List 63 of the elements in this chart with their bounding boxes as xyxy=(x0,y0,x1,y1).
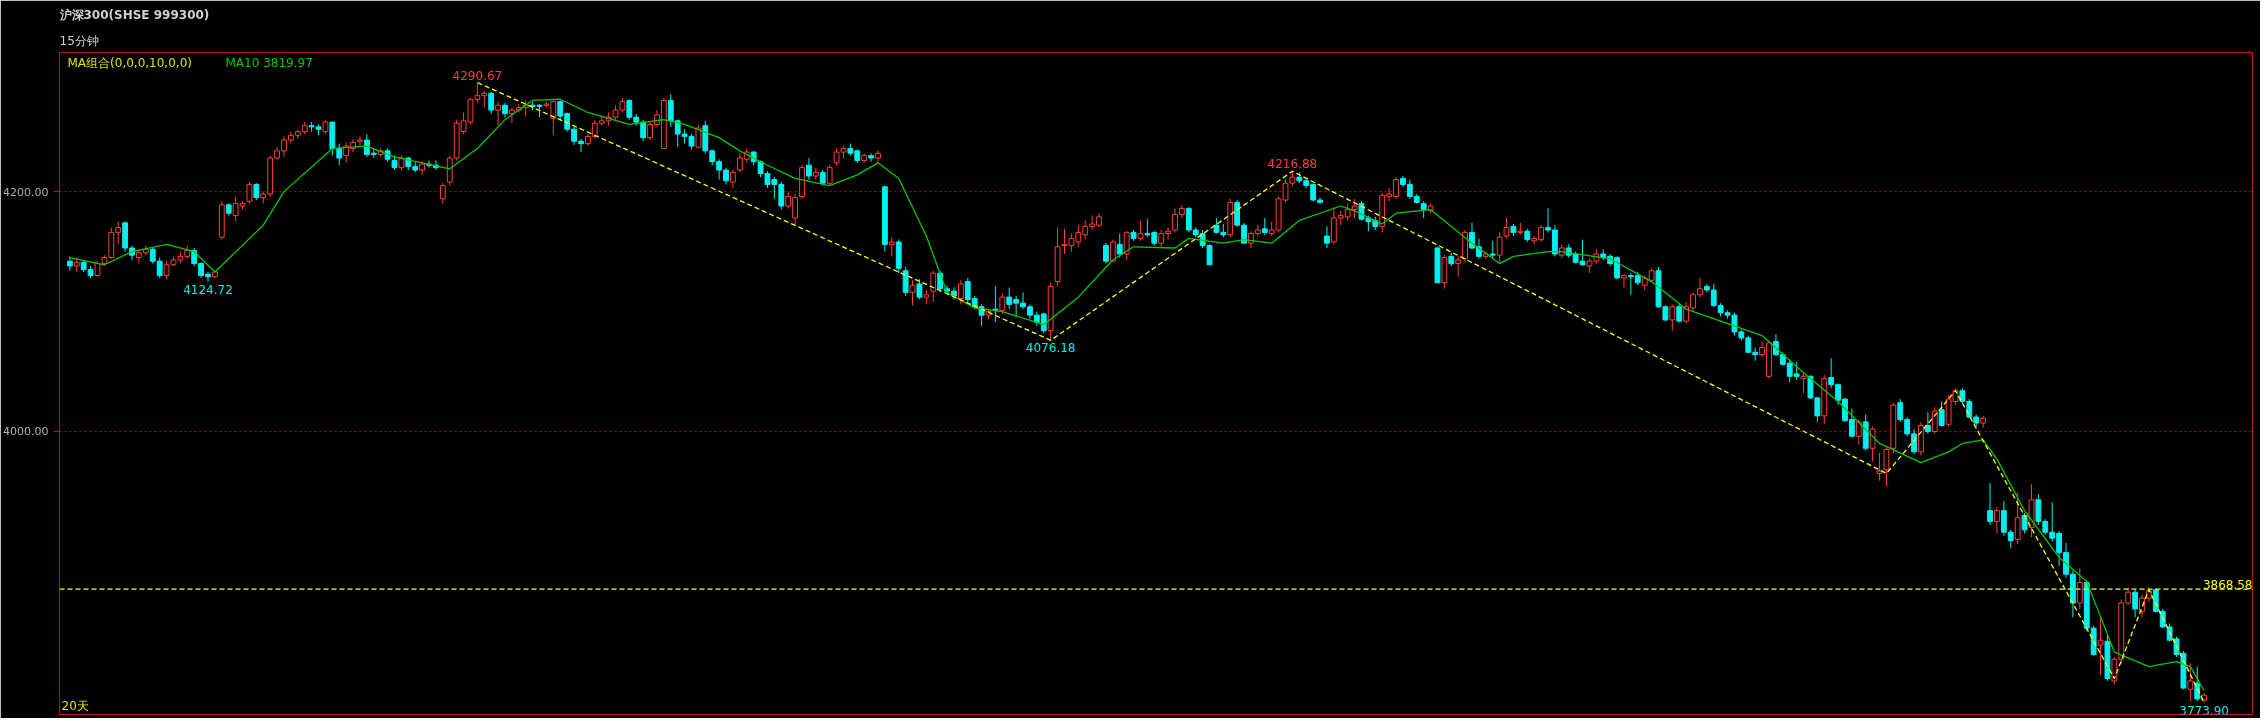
annotation: 20天 xyxy=(61,698,89,713)
candlestick xyxy=(909,279,916,307)
candlestick xyxy=(1869,426,1876,462)
candlestick xyxy=(1876,452,1883,482)
annotation: 3773.90 xyxy=(2179,703,2229,718)
candlestick xyxy=(2076,567,2083,610)
y-tick-label: 4000.00 xyxy=(3,425,49,439)
candlestick xyxy=(1137,219,1144,242)
candlestick xyxy=(2097,616,2104,676)
candlestick xyxy=(1980,415,1987,429)
candlestick xyxy=(1938,400,1945,428)
candlestick xyxy=(336,143,343,166)
candlestick xyxy=(488,91,495,115)
candlestick xyxy=(439,182,446,205)
y-tick-label: 4200.00 xyxy=(3,185,49,199)
candlestick xyxy=(916,278,923,301)
chart-title: 沪深300(SHSE 999300) xyxy=(58,7,210,22)
candlestick xyxy=(156,257,163,279)
candlestick xyxy=(1987,482,1993,526)
line-series xyxy=(69,98,2205,692)
candlestick xyxy=(495,101,502,127)
candlestick xyxy=(999,293,1006,315)
candlestick xyxy=(2194,666,2201,702)
ref-line-label: 3868.58 xyxy=(2202,578,2253,593)
candlestick xyxy=(1324,225,1330,249)
candlestick xyxy=(1669,303,1676,332)
candlestick xyxy=(1103,242,1109,265)
candlestick xyxy=(1351,198,1358,219)
candlestick xyxy=(1800,373,1807,394)
candlestick xyxy=(1883,446,1890,488)
candlestick xyxy=(930,270,937,303)
candlestick xyxy=(2021,512,2028,534)
candlestick xyxy=(826,164,833,187)
annotation: 4124.72 xyxy=(183,282,233,297)
candlestick xyxy=(806,157,812,181)
candlestick xyxy=(246,181,253,205)
candlestick xyxy=(2014,492,2021,545)
candlestick xyxy=(957,279,964,305)
candlestick xyxy=(902,266,909,297)
candlestick xyxy=(640,119,647,142)
candlestick xyxy=(1994,506,2000,534)
candlestick xyxy=(1855,418,1862,446)
candlestick xyxy=(1455,255,1462,278)
candlestick xyxy=(868,152,874,163)
annotation: MA组合(0,0,0,10,0,0) xyxy=(67,55,192,70)
candlestick xyxy=(1931,406,1938,435)
candlestick xyxy=(1503,217,1510,239)
candlestick xyxy=(992,285,999,323)
candlestick xyxy=(2132,589,2138,618)
candlestick xyxy=(1621,273,1627,289)
text: MA10 3819.97 xyxy=(225,55,313,70)
annotation: 4290.67 xyxy=(452,68,503,83)
chart-subtitle: 15分钟 xyxy=(59,33,99,48)
candlestick xyxy=(357,135,363,147)
candlestick xyxy=(1496,231,1503,265)
candlestick xyxy=(1924,411,1931,435)
candlestick xyxy=(66,255,73,272)
candlestick xyxy=(1116,233,1123,259)
annotation: 4076.18 xyxy=(1025,341,1076,356)
annotation: 4216.88 xyxy=(1267,157,1318,172)
candlestick xyxy=(1123,230,1130,261)
candlestick xyxy=(888,236,895,257)
candlestick xyxy=(2187,662,2194,702)
